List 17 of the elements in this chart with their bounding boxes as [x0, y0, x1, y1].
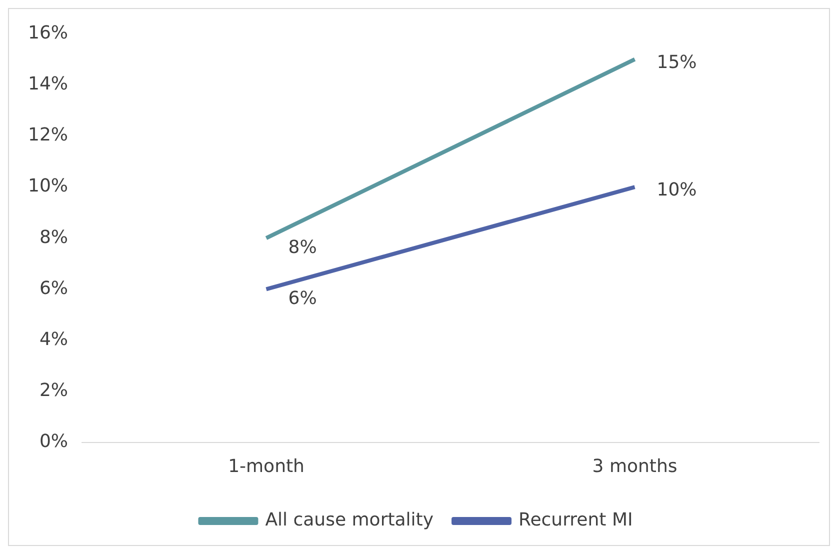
x-tick-label: 1-month [228, 456, 304, 477]
y-tick-label: 10% [28, 176, 68, 197]
y-tick-label: 12% [28, 124, 68, 146]
y-tick-label: 0% [39, 431, 68, 452]
y-tick-label: 2% [39, 380, 68, 401]
data-label: 6% [288, 288, 317, 309]
y-tick-label: 4% [39, 328, 68, 350]
legend-label: All cause mortality [265, 510, 434, 531]
x-tick-label: 3 months [592, 456, 678, 477]
data-label: 8% [288, 236, 317, 258]
y-tick-label: 8% [39, 226, 68, 248]
legend-label: Recurrent MI [518, 510, 633, 531]
data-label: 15% [656, 52, 697, 74]
y-tick-label: 14% [28, 74, 68, 95]
y-tick-label: 6% [39, 278, 68, 299]
y-tick-label: 16% [28, 22, 68, 44]
data-label: 10% [656, 180, 697, 201]
